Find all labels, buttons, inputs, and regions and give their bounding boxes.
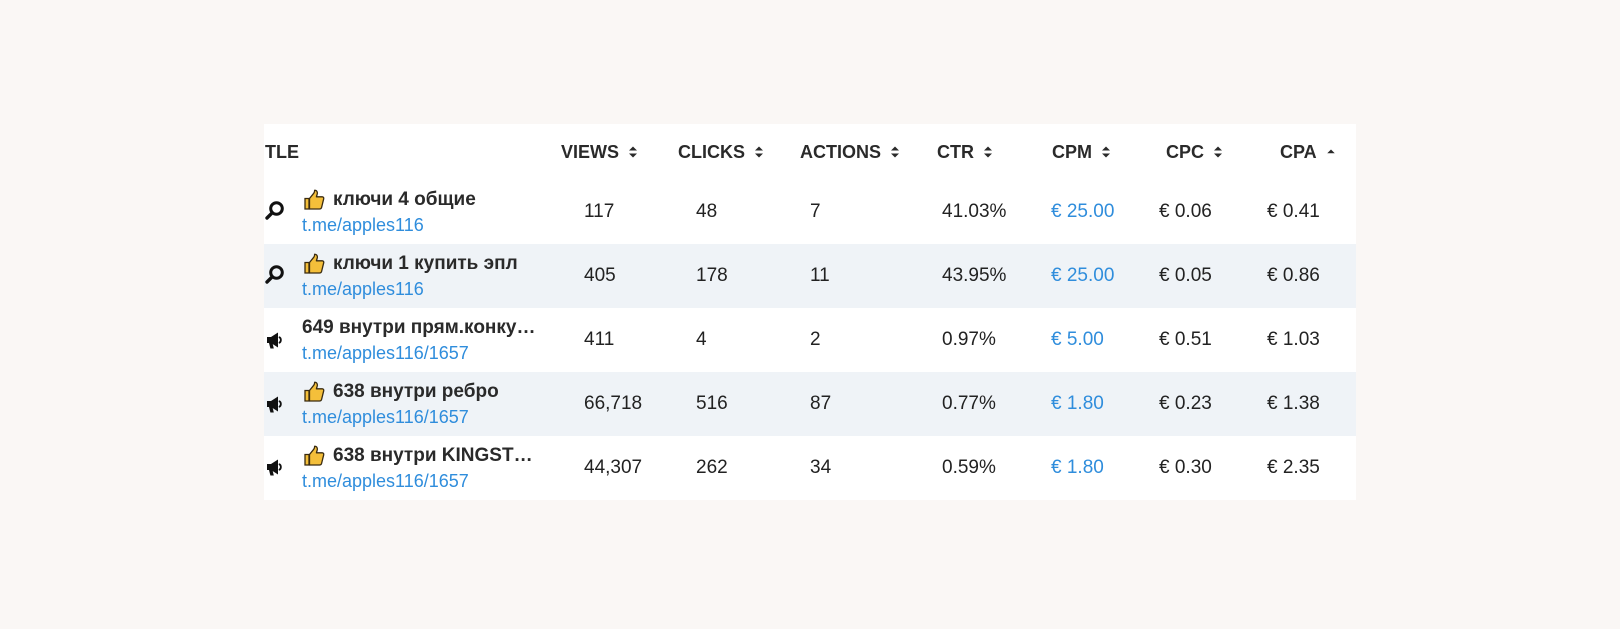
cpc-cell: € 0.06 [1159,201,1212,222]
thumbs-up-icon [304,381,325,402]
clicks-cell: 262 [696,457,728,478]
title-column-header[interactable]: ITLE [264,141,299,162]
cpm-column-header[interactable]: CPM [1052,141,1111,163]
thumbs-up-icon [304,445,325,466]
ad-title: 638 внутри ребро [302,379,499,405]
table-row[interactable]: 638 внутри KINGST… t.me/apples116/1657 4… [264,436,1356,500]
cpm-cell[interactable]: € 1.80 [1051,393,1104,414]
ctr-cell: 43.95% [942,265,1007,286]
cpc-column-header[interactable]: CPC [1166,141,1223,163]
megaphone-icon [264,393,286,415]
views-cell: 411 [584,329,615,350]
search-icon [264,264,286,286]
cpa-cell: € 2.35 [1267,457,1320,478]
cpa-cell: € 0.86 [1267,265,1320,286]
ad-title: ключи 1 купить эпл [302,251,518,277]
table-row[interactable]: 649 внутри прям.конку… t.me/apples116/16… [264,308,1356,372]
ad-link[interactable]: t.me/apples116/1657 [302,343,469,363]
clicks-cell: 516 [696,393,728,414]
cpc-cell: € 0.51 [1159,329,1212,350]
actions-cell: 2 [810,329,821,350]
cpm-cell[interactable]: € 1.80 [1051,457,1104,478]
cpa-column-header[interactable]: CPA [1280,141,1336,163]
sort-both-icon[interactable] [1101,144,1111,160]
search-icon [264,200,286,222]
sort-both-icon[interactable] [983,144,993,160]
clicks-column-header[interactable]: CLICKS [678,141,764,163]
actions-cell: 11 [810,265,830,286]
megaphone-icon [264,329,286,351]
actions-cell: 7 [810,201,821,222]
cpa-cell: € 1.38 [1267,393,1320,414]
ad-link[interactable]: t.me/apples116 [302,215,424,235]
cpc-cell: € 0.23 [1159,393,1212,414]
views-column-header[interactable]: VIEWS [561,141,638,163]
thumbs-up-icon [304,253,325,274]
ctr-column-header[interactable]: CTR [937,141,993,163]
views-cell: 117 [584,201,615,222]
ad-link[interactable]: t.me/apples116/1657 [302,407,469,427]
ad-link[interactable]: t.me/apples116 [302,279,424,299]
ctr-cell: 41.03% [942,201,1007,222]
sort-both-icon[interactable] [754,144,764,160]
thumbs-up-icon [304,189,325,210]
clicks-cell: 48 [696,201,718,222]
views-cell: 405 [584,265,616,286]
ad-link[interactable]: t.me/apples116/1657 [302,471,469,491]
cpm-cell[interactable]: € 5.00 [1051,329,1104,350]
cpa-cell: € 0.41 [1267,201,1320,222]
ad-title: 649 внутри прям.конку… [302,317,536,338]
table-row[interactable]: ключи 1 купить эпл t.me/apples116 405 17… [264,244,1356,308]
sort-both-icon[interactable] [1213,144,1223,160]
megaphone-icon [264,456,286,478]
views-cell: 66,718 [584,393,643,414]
sort-both-icon[interactable] [628,144,638,160]
actions-cell: 34 [810,457,832,478]
ctr-cell: 0.59% [942,457,996,478]
table-header: ITLE VIEWS CLICKS ACTIONS CTR [264,124,1356,180]
ctr-cell: 0.77% [942,393,996,414]
cpc-cell: € 0.30 [1159,457,1212,478]
cpc-cell: € 0.05 [1159,265,1212,286]
clicks-cell: 178 [696,265,728,286]
ctr-cell: 0.97% [942,329,996,350]
views-cell: 44,307 [584,457,643,478]
ads-table: ITLE VIEWS CLICKS ACTIONS CTR [264,124,1356,500]
ad-title: 638 внутри KINGST… [302,443,533,469]
actions-cell: 87 [810,393,832,414]
sort-both-icon[interactable] [890,144,900,160]
cpm-cell[interactable]: € 25.00 [1051,265,1115,286]
actions-column-header[interactable]: ACTIONS [800,141,900,163]
cpm-cell[interactable]: € 25.00 [1051,201,1115,222]
table-row[interactable]: 638 внутри ребро t.me/apples116/1657 66,… [264,372,1356,436]
table-row[interactable]: ключи 4 общие t.me/apples116 117 48 7 41… [264,180,1356,244]
ad-title: ключи 4 общие [302,187,476,213]
cpa-cell: € 1.03 [1267,329,1320,350]
clicks-cell: 4 [696,329,707,350]
sort-ascending-icon[interactable] [1326,144,1336,160]
